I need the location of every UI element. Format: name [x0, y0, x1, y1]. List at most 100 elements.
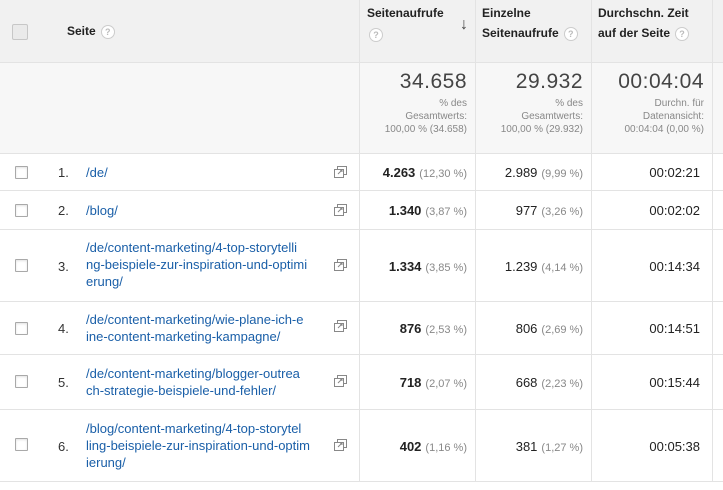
help-icon[interactable]: ? — [369, 28, 383, 42]
row-checkbox[interactable] — [15, 166, 28, 179]
pageviews-value: 402 — [399, 439, 422, 454]
row-checkbox[interactable] — [15, 204, 28, 217]
unique-value: 2.989 — [504, 165, 538, 180]
page-link-line: /de/content-marketing/4-top-storytelli — [86, 240, 297, 255]
page-link[interactable]: /de/content-marketing/blogger-outrea ch-… — [86, 365, 334, 399]
summary-pageviews-line2: Gesamtwerts: — [405, 111, 467, 122]
column-time-label-1: Durchschn. Zeit — [598, 6, 689, 20]
avg-time-value: 00:14:51 — [649, 321, 700, 336]
row-number: 1. — [58, 165, 69, 180]
avg-time-value: 00:15:44 — [649, 375, 700, 390]
page-link[interactable]: /de/ — [86, 165, 108, 180]
column-unique-label-2: Seitenaufrufe — [482, 26, 559, 40]
page-link-line: ierung/ — [86, 455, 126, 470]
summary-unique-line3: 100,00 % (29.932) — [500, 124, 583, 135]
summary-time-line2: Datenansicht: — [642, 111, 704, 122]
row-number: 2. — [58, 203, 69, 218]
avg-time-value: 00:02:02 — [649, 203, 700, 218]
open-page-icon[interactable] — [334, 439, 347, 451]
page-link-line: ng-beispiele-zur-inspiration-und-optimi — [86, 257, 308, 272]
unique-percent: (4,14 %) — [541, 262, 583, 274]
pageviews-value: 1.334 — [388, 259, 422, 274]
unique-value: 381 — [515, 439, 538, 454]
open-page-icon[interactable] — [334, 375, 347, 387]
table-row: 2. /blog/ 1.340 (3,87 %) 977 (3,26 %) 00:0… — [0, 191, 723, 230]
pageviews-value: 1.340 — [388, 203, 422, 218]
unique-percent: (2,23 %) — [541, 378, 583, 390]
row-number: 3. — [58, 259, 69, 274]
pageviews-percent: (3,87 %) — [425, 206, 467, 218]
pageviews-percent: (12,30 %) — [419, 168, 467, 180]
summary-pageviews-line3: 100,00 % (34.658) — [384, 124, 467, 135]
header-time-cell[interactable]: Durchschn. Zeit auf der Seite? — [591, 0, 712, 62]
row-checkbox[interactable] — [15, 259, 28, 272]
sort-arrow-icon[interactable]: ↓ — [460, 16, 468, 33]
open-page-icon[interactable] — [334, 259, 347, 271]
summary-time-value: 00:04:04 — [618, 70, 704, 93]
page-link[interactable]: /de/content-marketing/wie-plane-ich-e in… — [86, 311, 334, 345]
pageviews-percent: (3,85 %) — [425, 262, 467, 274]
summary-pageviews-value: 34.658 — [399, 70, 467, 93]
row-checkbox[interactable] — [15, 322, 28, 335]
summary-time-line3: 00:04:04 (0,00 %) — [624, 124, 705, 135]
help-icon[interactable]: ? — [100, 24, 115, 39]
unique-value: 1.239 — [504, 259, 538, 274]
row-number: 5. — [58, 375, 69, 390]
avg-time-value: 00:14:34 — [649, 259, 700, 274]
unique-percent: (2,69 %) — [541, 324, 583, 336]
help-icon[interactable]: ? — [563, 26, 578, 41]
summary-time-line1: Durchn. für — [654, 98, 704, 109]
table-row: 3. /de/content-marketing/4-top-storytell… — [0, 230, 723, 302]
column-unique-label-1: Einzelne — [482, 6, 531, 20]
row-checkbox[interactable] — [15, 438, 28, 451]
select-all-checkbox[interactable] — [12, 24, 28, 40]
table-row: 4. /de/content-marketing/wie-plane-ich-e… — [0, 302, 723, 355]
column-page-label: Seite — [67, 24, 96, 38]
page-link-line: /de/content-marketing/blogger-outrea — [86, 366, 300, 381]
help-icon[interactable]: ? — [675, 26, 690, 41]
header-unique-cell[interactable]: Einzelne Seitenaufrufe? — [475, 0, 591, 62]
pageviews-percent: (1,16 %) — [425, 442, 467, 454]
unique-value: 806 — [515, 321, 538, 336]
page-link[interactable]: /blog/ — [86, 203, 118, 218]
summary-row: 34.658 % des Gesamtwerts: 100,00 % (34.6… — [0, 63, 723, 154]
row-number: 6. — [58, 439, 69, 454]
avg-time-value: 00:02:21 — [649, 165, 700, 180]
row-number: 4. — [58, 321, 69, 336]
avg-time-value: 00:05:38 — [649, 439, 700, 454]
open-page-icon[interactable] — [334, 166, 347, 178]
page-link-line: /blog/content-marketing/4-top-storytel — [86, 421, 302, 436]
unique-percent: (3,26 %) — [541, 206, 583, 218]
open-page-icon[interactable] — [334, 320, 347, 332]
table-header: Seite? Seitenaufrufe ? ↓ Einzelne Seiten… — [0, 0, 723, 63]
summary-unique-value: 29.932 — [515, 70, 583, 93]
summary-unique: 29.932 % des Gesamtwerts: 100,00 % (29.9… — [475, 63, 591, 153]
table-row: 6. /blog/content-marketing/4-top-storyte… — [0, 410, 723, 482]
page-link[interactable]: /de/content-marketing/4-top-storytelli n… — [86, 239, 334, 290]
summary-time: 00:04:04 Durchn. für Datenansicht: 00:04… — [591, 63, 712, 153]
table-row: 5. /de/content-marketing/blogger-outrea … — [0, 355, 723, 410]
pageviews-value: 876 — [399, 321, 422, 336]
pageviews-value: 718 — [399, 375, 422, 390]
pageviews-percent: (2,07 %) — [425, 378, 467, 390]
page-link-line: ch-strategie-beispiele-und-fehler/ — [86, 383, 277, 398]
unique-percent: (1,27 %) — [541, 442, 583, 454]
header-page-cell[interactable]: Seite? — [43, 0, 359, 62]
column-pageviews-label: Seitenaufrufe — [367, 6, 444, 20]
page-link-line: ling-beispiele-zur-inspiration-und-optim — [86, 438, 310, 453]
page-link[interactable]: /blog/content-marketing/4-top-storytel l… — [86, 420, 334, 471]
unique-value: 977 — [515, 203, 538, 218]
summary-unique-line2: Gesamtwerts: — [521, 111, 583, 122]
open-page-icon[interactable] — [334, 204, 347, 216]
summary-pageviews: 34.658 % des Gesamtwerts: 100,00 % (34.6… — [359, 63, 475, 153]
pageviews-value: 4.263 — [382, 165, 416, 180]
page-link-line: ine-content-marketing-kampagne/ — [86, 329, 281, 344]
header-pageviews-cell[interactable]: Seitenaufrufe ? ↓ — [359, 0, 475, 62]
header-edge-cell — [712, 0, 723, 62]
page-link-line: erung/ — [86, 274, 123, 289]
page-link-line: /de/content-marketing/wie-plane-ich-e — [86, 312, 304, 327]
summary-pageviews-line1: % des — [439, 98, 467, 109]
summary-unique-line1: % des — [555, 98, 583, 109]
header-checkbox-cell — [0, 0, 43, 62]
row-checkbox[interactable] — [15, 375, 28, 388]
